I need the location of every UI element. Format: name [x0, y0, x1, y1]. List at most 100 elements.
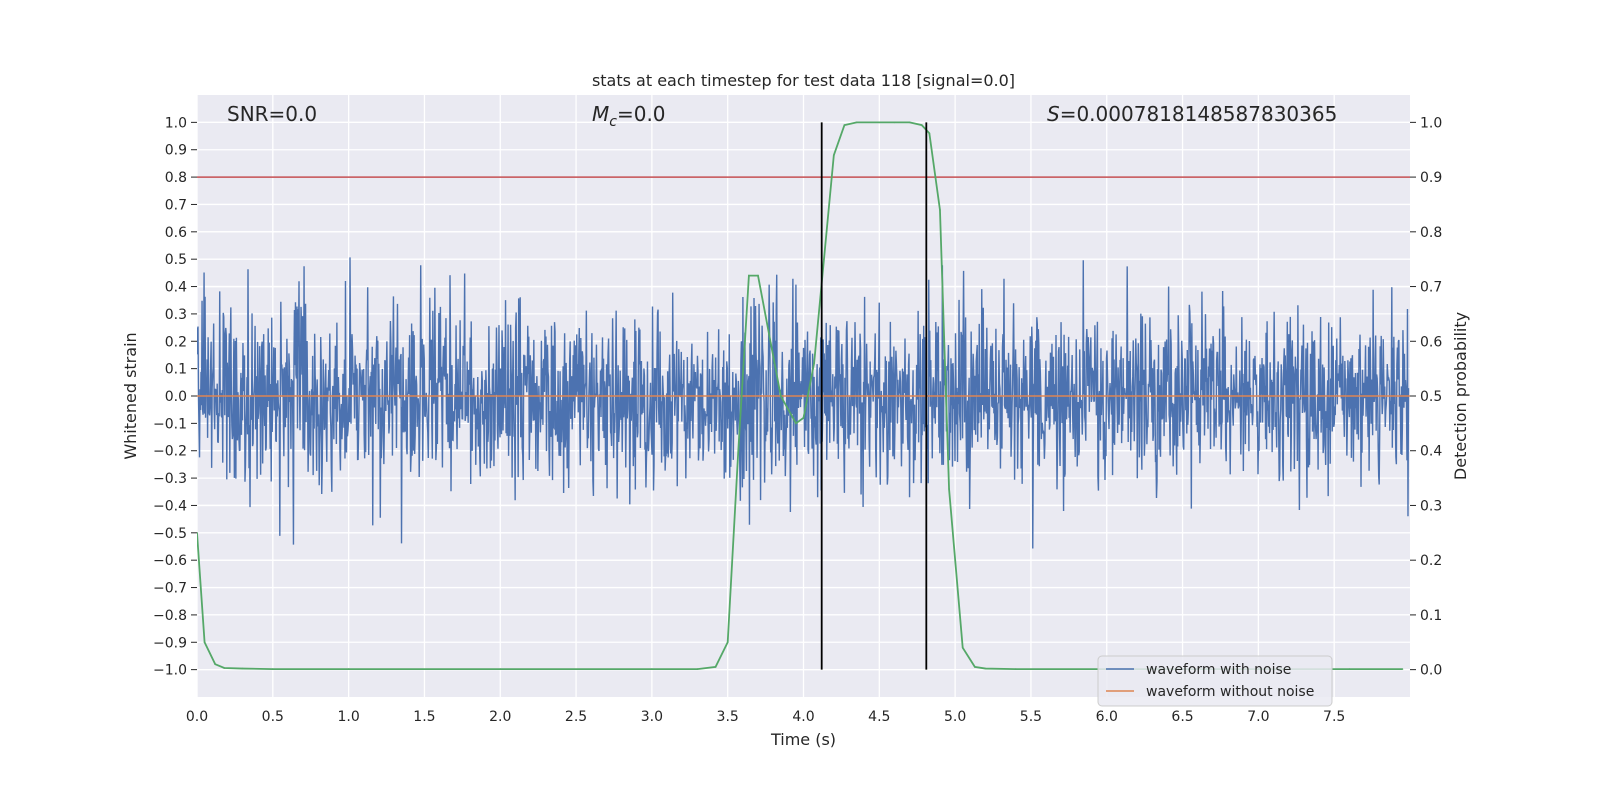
legend-label-noise: waveform with noise — [1146, 662, 1291, 678]
detection-probability-point — [696, 668, 699, 670]
detection-probability-point — [779, 395, 782, 397]
y-tick-label: −0.2 — [153, 444, 187, 460]
detection-probability-point — [272, 668, 274, 670]
detection-probability-point — [214, 663, 216, 665]
y2-axis-label: Detection probability — [1451, 312, 1470, 480]
y-tick-label: 0.6 — [165, 225, 187, 241]
y-tick-label: −0.3 — [153, 471, 187, 487]
detection-probability-point — [726, 641, 729, 644]
y-tick-label: −0.5 — [153, 526, 187, 542]
detection-probability-point — [795, 422, 797, 425]
y-tick-label: 0.8 — [165, 170, 187, 186]
x-tick-label: 6.5 — [1171, 709, 1193, 725]
y2-tick-label: 0.0 — [1420, 663, 1442, 679]
y-tick-label: 0.0 — [165, 389, 187, 405]
detection-probability-point — [1014, 668, 1017, 670]
chirp-mass-annotation: Mc=0.0 — [592, 102, 666, 130]
detection-probability-point — [948, 488, 950, 490]
noise-waveform-line — [197, 257, 1410, 549]
detection-probability-point — [908, 121, 911, 124]
detection-probability-point — [855, 121, 858, 124]
x-tick-label: 1.5 — [413, 709, 435, 725]
y-axis-label: Whitened strain — [121, 332, 140, 459]
y2-tick-label: 0.1 — [1420, 608, 1442, 624]
detection-probability-point — [347, 668, 350, 670]
y2-tick-label: 0.3 — [1420, 498, 1442, 514]
y-tick-label: −0.4 — [153, 498, 187, 514]
detection-probability-point — [920, 124, 923, 126]
y2-tick-label: 0.4 — [1420, 444, 1442, 460]
legend-label-clean: waveform without noise — [1146, 684, 1314, 700]
detection-probability-point — [984, 667, 987, 670]
detection-probability-point — [961, 646, 964, 649]
detection-probability-point — [974, 666, 976, 668]
x-tick-label: 7.5 — [1323, 709, 1345, 725]
detection-probability-point — [748, 274, 750, 277]
y-tick-label: 0.2 — [165, 334, 187, 350]
detection-probability-point — [714, 666, 717, 668]
detection-probability-point — [802, 417, 805, 419]
detection-probability-point — [893, 121, 896, 124]
s-statistic-annotation: S=0.0007818148587830365 — [1047, 102, 1337, 126]
x-tick-label: 1.0 — [337, 709, 359, 725]
detection-probability-point — [737, 449, 740, 452]
x-tick-label: 4.0 — [792, 709, 814, 725]
x-axis-label: Time (s) — [770, 730, 836, 749]
x-tick-label: 6.0 — [1096, 709, 1118, 725]
legend: waveform with noise waveform without noi… — [1097, 655, 1333, 707]
y-tick-label: 0.5 — [165, 252, 187, 268]
y-tick-label: 1.0 — [165, 115, 187, 131]
chart-title: stats at each timestep for test data 118… — [592, 71, 1015, 90]
y2-tick-label: 0.9 — [1420, 170, 1442, 186]
y-tick-label: −0.7 — [153, 581, 187, 597]
x-tick-label: 5.5 — [1020, 709, 1042, 725]
s-statistic-value: =0.0007818148587830365 — [1060, 102, 1338, 126]
y2-tick-label: 0.2 — [1420, 553, 1442, 569]
y-tick-label: 0.3 — [165, 307, 187, 323]
detection-probability-point — [928, 132, 931, 135]
y-tick-label: −0.9 — [153, 635, 187, 651]
detection-probability-point — [813, 362, 815, 364]
x-tick-label: 2.0 — [489, 709, 511, 725]
x-tick-label: 0.5 — [262, 709, 284, 725]
detection-probability-point — [878, 121, 881, 124]
detection-probability-point — [197, 532, 198, 534]
x-tick-label: 2.5 — [565, 709, 587, 725]
y2-tick-label: 0.5 — [1420, 389, 1442, 405]
y-tick-label: 0.9 — [165, 143, 187, 159]
y-tick-label: 0.4 — [165, 280, 187, 296]
detection-probability-point — [939, 209, 941, 211]
detection-probability-point — [1348, 668, 1351, 670]
y-tick-label: −0.8 — [153, 608, 187, 624]
detection-probability-point — [241, 667, 244, 670]
x-tick-label: 3.0 — [641, 709, 663, 725]
y-tick-label: 0.7 — [165, 197, 187, 213]
snr-annotation: SNR=0.0 — [227, 102, 317, 126]
legend-box — [1097, 655, 1333, 707]
detection-probability-point — [651, 668, 653, 670]
y-tick-label: −0.6 — [153, 553, 187, 569]
x-tick-label: 0.0 — [186, 709, 208, 725]
detection-probability-point — [223, 667, 226, 669]
chirp-mass-symbol: M — [592, 102, 609, 126]
detection-probability-point — [757, 274, 759, 277]
y-tick-label: −0.1 — [153, 416, 187, 432]
x-tick-label: 4.5 — [868, 709, 890, 725]
y2-tick-label: 0.6 — [1420, 334, 1442, 350]
y-tick-label: 0.1 — [165, 362, 187, 378]
x-tick-label: 7.0 — [1247, 709, 1269, 725]
detection-probability-point — [499, 668, 502, 670]
y2-tick-label: 1.0 — [1420, 115, 1442, 131]
x-tick-label: 3.5 — [717, 709, 739, 725]
s-statistic-symbol: S — [1047, 102, 1060, 126]
chirp-mass-subscript: c — [609, 114, 617, 130]
detection-probability-point — [833, 154, 835, 156]
detection-probability-point — [1401, 668, 1404, 670]
detection-probability-point — [843, 124, 846, 126]
y-tick-label: −1.0 — [153, 663, 187, 679]
detection-probability-point — [203, 641, 206, 644]
y2-tick-label: 0.7 — [1420, 280, 1442, 296]
y2-tick-label: 0.8 — [1420, 225, 1442, 241]
x-tick-label: 5.0 — [944, 709, 966, 725]
